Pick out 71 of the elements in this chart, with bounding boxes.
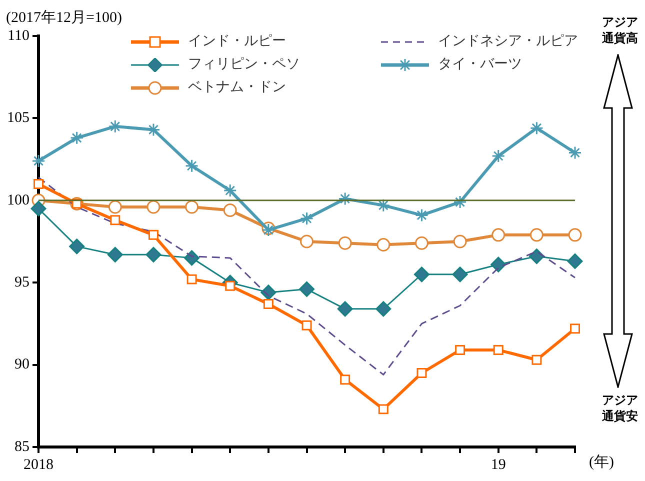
text: アジア通貨安 (601, 392, 639, 424)
point (146, 246, 162, 262)
point (107, 246, 123, 262)
point (148, 230, 158, 240)
point (452, 266, 468, 282)
point (146, 200, 160, 214)
point (528, 248, 544, 264)
point (453, 234, 467, 248)
legend-label: タイ・バーツ (438, 57, 522, 72)
point (108, 120, 122, 134)
text: アジア通貨高 (601, 14, 639, 46)
point (530, 121, 544, 135)
legend-label: インドネシア・ルピア (438, 34, 578, 49)
legend-label: フィリピン・ペソ (188, 57, 300, 72)
point (338, 236, 352, 250)
point (492, 228, 506, 242)
x-axis-title: (年) (589, 453, 614, 470)
y-tick-label: 90 (14, 356, 30, 373)
point (376, 301, 392, 317)
point (223, 184, 237, 198)
point (455, 345, 466, 355)
point (263, 298, 274, 309)
point (186, 274, 197, 284)
point (337, 301, 353, 317)
point (34, 178, 44, 189)
point (184, 250, 200, 266)
point (416, 368, 427, 378)
point (378, 404, 388, 414)
point (568, 228, 582, 242)
point (340, 374, 350, 385)
point (146, 122, 160, 136)
point (30, 200, 46, 216)
point (530, 228, 544, 242)
point (299, 281, 314, 297)
y-tick-label: 95 (14, 274, 30, 291)
x-tick-label: 19 (490, 456, 506, 473)
point (302, 320, 312, 330)
point (110, 215, 120, 226)
point (70, 131, 84, 145)
point (492, 149, 506, 163)
point (414, 236, 428, 250)
y-tick-label: 110 (8, 28, 30, 44)
point (32, 154, 46, 168)
point (414, 208, 428, 222)
y-tick-label: 85 (14, 438, 30, 455)
point (567, 253, 583, 269)
y-tick-label: 105 (7, 110, 30, 126)
point (69, 238, 85, 254)
point (414, 266, 430, 282)
point (185, 159, 199, 173)
point (532, 354, 542, 365)
legend-label: ベトナム・ドン (188, 80, 286, 95)
y-axis-title: (2017年12月=100) (6, 8, 122, 26)
point (223, 204, 237, 218)
point (570, 324, 580, 334)
point (300, 212, 314, 226)
point (568, 146, 582, 160)
point (300, 234, 314, 248)
y-tick-label: 100 (7, 192, 30, 208)
line-series (38, 176, 576, 376)
point (185, 200, 199, 214)
point (338, 192, 352, 206)
point (108, 200, 122, 214)
point (376, 198, 390, 212)
point (490, 256, 506, 272)
legend-label: インド・ルピー (188, 34, 286, 49)
point (225, 280, 236, 291)
point (493, 345, 504, 355)
x-tick-label: 2018 (24, 456, 54, 473)
point (376, 238, 390, 252)
point (453, 195, 467, 209)
